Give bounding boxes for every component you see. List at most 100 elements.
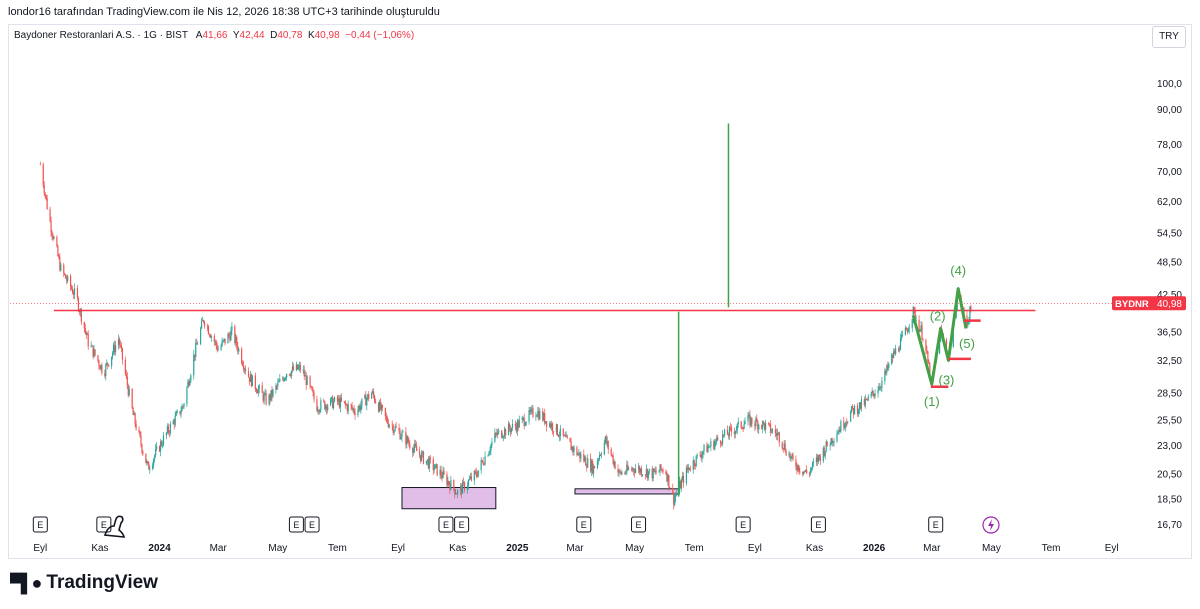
- candle-body: [758, 425, 760, 430]
- earnings-marker[interactable]: [810, 516, 826, 533]
- y-tick-label: 48,50: [1157, 257, 1182, 268]
- price-axis[interactable]: 100,0 90,00 78,00 70,00 62,00 54,50 48,50 42,50…: [1157, 79, 1182, 531]
- candle-body: [571, 446, 573, 451]
- candle-body: [858, 402, 861, 411]
- candle-body: [502, 437, 504, 439]
- candle-body: [700, 455, 702, 458]
- candle-body: [733, 431, 735, 435]
- candle-body: [837, 432, 839, 435]
- candle-body: [661, 469, 663, 471]
- wave-path[interactable]: [911, 287, 968, 386]
- candle-body: [372, 391, 374, 393]
- candle-body: [859, 402, 862, 409]
- candle-body: [585, 457, 587, 466]
- x-tick-label: Kas: [91, 543, 108, 554]
- dinosaur-icon: [103, 515, 126, 538]
- tradingview-brand: TradingView: [46, 572, 158, 593]
- legend-close-value: 40,98: [314, 30, 340, 41]
- candle-body: [674, 497, 676, 505]
- earnings-marker[interactable]: [576, 516, 592, 533]
- tradingview-logo[interactable]: ▀▌● TradingView: [10, 572, 158, 594]
- candle-body: [879, 386, 881, 388]
- candle-body: [682, 475, 685, 484]
- candle-body: [153, 459, 155, 465]
- candle-body: [347, 404, 349, 411]
- candle-body: [693, 460, 695, 466]
- earnings-marker[interactable]: [735, 516, 751, 533]
- candle-body: [635, 468, 637, 473]
- candle-body: [817, 454, 819, 462]
- candle-body: [427, 459, 429, 469]
- candle-body: [288, 374, 291, 376]
- currency-button[interactable]: TRY: [1152, 26, 1186, 48]
- candle-body: [599, 455, 602, 456]
- wave-label: (2): [930, 309, 946, 324]
- lightning-icon[interactable]: [982, 516, 1000, 534]
- earnings-marker[interactable]: [928, 516, 944, 533]
- candle-body: [644, 474, 646, 476]
- candle-body: [269, 394, 271, 401]
- candle-body: [296, 364, 298, 370]
- candle-body: [844, 426, 846, 428]
- candle-body: [254, 375, 256, 389]
- candle-body: [255, 388, 257, 392]
- candle-body: [542, 411, 544, 421]
- candle-body: [391, 424, 393, 426]
- candle-body: [717, 437, 719, 441]
- earnings-marker[interactable]: [631, 516, 647, 533]
- candle-body: [619, 470, 621, 472]
- candle-body: [722, 434, 724, 444]
- candle-body: [195, 343, 197, 357]
- earnings-marker[interactable]: [454, 516, 470, 533]
- candle-body: [532, 408, 534, 417]
- candle-body: [625, 472, 627, 474]
- candle-body: [155, 448, 157, 456]
- candle-body: [970, 306, 972, 310]
- candle-body: [742, 428, 744, 430]
- candle-body: [825, 441, 827, 452]
- candle-body: [160, 441, 163, 446]
- x-tick-label: 2026: [863, 543, 886, 554]
- candle-body: [734, 431, 736, 435]
- candle-body: [44, 193, 46, 196]
- legend-symbol[interactable]: Baydoner Restoranlari A.S. · 1G · BIST: [14, 30, 188, 41]
- time-axis[interactable]: Eyl Kas 2024 Mar May Tem Eyl Kas 2025 Mar May Tem Ey…: [33, 543, 1118, 554]
- candle-body: [128, 388, 130, 396]
- candle-body: [763, 421, 765, 424]
- candle-body: [312, 390, 314, 393]
- candle-body: [113, 344, 115, 353]
- candle-body: [243, 365, 245, 370]
- candle-body: [309, 376, 311, 386]
- candle-body: [600, 454, 602, 456]
- legend-close-label: K: [307, 30, 315, 41]
- candle-body: [715, 440, 717, 443]
- candle-body: [457, 490, 459, 495]
- candle-body: [539, 411, 541, 420]
- candle-body: [304, 375, 306, 377]
- candle-body: [319, 410, 321, 412]
- candle-body: [244, 368, 247, 372]
- earnings-marker[interactable]: [304, 516, 320, 533]
- candle-body: [784, 443, 786, 452]
- earnings-marker-label: E: [37, 520, 43, 530]
- candle-body: [338, 398, 341, 408]
- price-chart[interactable]: (1) (2) (3) (4) (5) 100,0 90,00 78,00 70,00 62,0…: [0, 0, 1200, 560]
- candle-body: [359, 405, 361, 411]
- earnings-marker[interactable]: [32, 516, 48, 533]
- candle-body: [230, 330, 232, 341]
- earnings-marker[interactable]: [96, 516, 112, 533]
- candle-body: [726, 429, 729, 435]
- candle-body: [282, 378, 284, 380]
- x-tick-label: Tem: [1042, 543, 1061, 554]
- candle-body: [361, 398, 363, 406]
- candle-body: [811, 462, 814, 468]
- earnings-marker[interactable]: [438, 516, 454, 533]
- candle-body: [460, 485, 462, 491]
- candle-body: [587, 458, 589, 468]
- candle-body: [394, 426, 396, 431]
- candle-body: [826, 441, 828, 446]
- candle-body: [503, 436, 505, 438]
- earnings-marker[interactable]: [288, 516, 304, 533]
- candle-body: [488, 452, 490, 456]
- candle-body: [467, 480, 470, 486]
